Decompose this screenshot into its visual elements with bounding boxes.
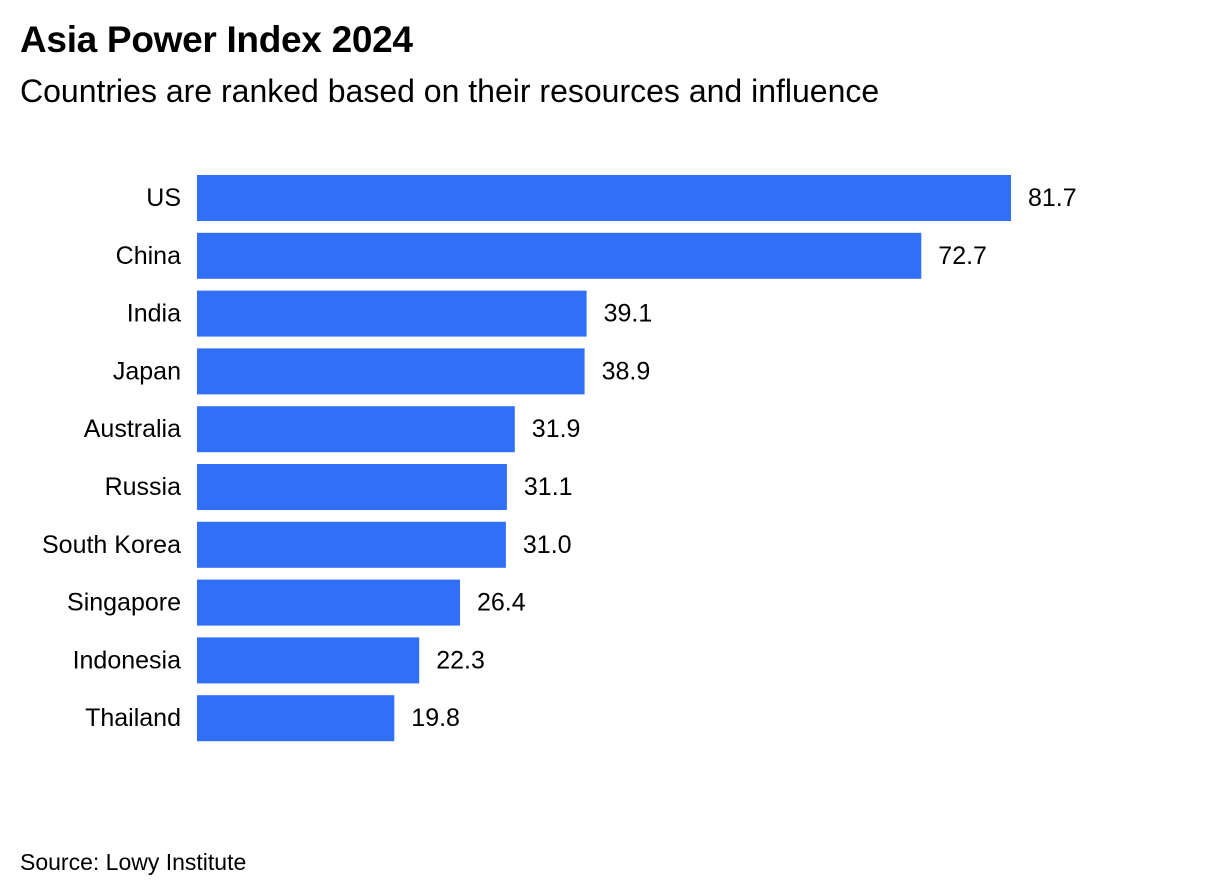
value-label-japan: 38.9 <box>602 357 651 385</box>
category-label-india: India <box>127 300 181 328</box>
value-label-singapore: 26.4 <box>477 589 526 617</box>
category-label-south-korea: South Korea <box>42 531 181 559</box>
value-label-china: 72.7 <box>938 242 987 270</box>
value-label-thailand: 19.8 <box>411 704 460 732</box>
bars-group <box>197 175 1011 742</box>
bar-japan <box>197 348 585 395</box>
labels-group: US 81.7 China 72.7 India 39.1 Japan 38.9 Austral… <box>42 184 1077 732</box>
source-note: Source: Lowy Institute <box>20 849 247 875</box>
category-label-indonesia: Indonesia <box>73 646 182 674</box>
chart-subtitle: Countries are ranked based on their reso… <box>20 73 880 109</box>
bar-russia <box>197 464 507 510</box>
category-label-japan: Japan <box>113 357 181 385</box>
value-label-australia: 31.9 <box>532 415 581 443</box>
category-label-us: US <box>146 184 181 212</box>
category-label-australia: Australia <box>84 415 181 443</box>
bar-india <box>197 290 587 337</box>
category-label-russia: Russia <box>105 473 182 501</box>
bar-australia <box>197 406 515 453</box>
bar-indonesia <box>197 637 420 684</box>
value-label-india: 39.1 <box>604 300 653 328</box>
bar-south-korea <box>197 521 506 568</box>
value-label-us: 81.7 <box>1028 184 1077 212</box>
bar-singapore <box>197 579 460 626</box>
category-label-singapore: Singapore <box>67 589 181 617</box>
bar-us <box>197 175 1011 221</box>
value-label-russia: 31.1 <box>524 473 573 501</box>
value-label-indonesia: 22.3 <box>436 646 485 674</box>
bar-china <box>197 232 922 279</box>
bar-thailand <box>197 695 395 742</box>
category-label-china: China <box>116 242 181 270</box>
chart-title: Asia Power Index 2024 <box>20 19 413 60</box>
category-label-thailand: Thailand <box>85 704 181 732</box>
value-label-south-korea: 31.0 <box>523 531 572 559</box>
